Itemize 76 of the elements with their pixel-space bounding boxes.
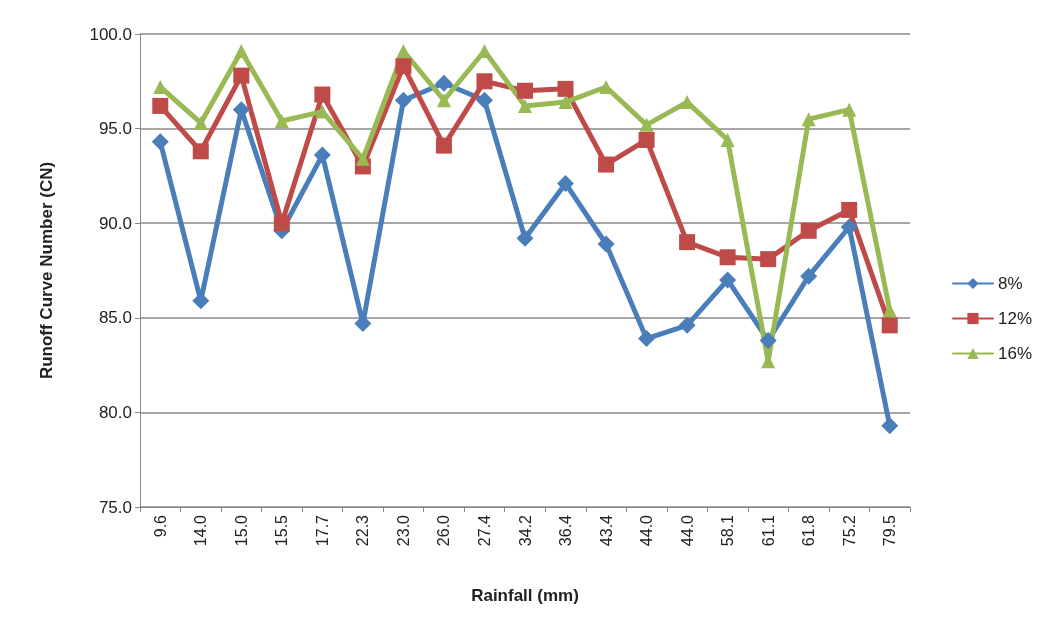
x-tick-label: 17.7 [313,514,331,547]
x-tick-label: 61.1 [759,514,777,547]
point [274,114,289,129]
legend-label: 12% [997,309,1033,328]
point [355,151,370,166]
point [518,98,532,113]
point [557,174,575,192]
y-tick-label: 95.0 [98,119,132,139]
point [841,201,858,218]
point [234,44,249,59]
point [679,234,696,251]
y-tick-label: 85.0 [98,308,132,328]
point [435,74,453,92]
point [273,215,290,232]
point [314,86,331,103]
point [151,133,169,151]
x-tick-label: 9.6 [151,514,169,538]
point [800,267,818,285]
point [435,137,452,154]
point [436,93,451,108]
x-tick-label: 43.4 [597,514,615,547]
point [557,80,574,97]
x-tick-label: 15.5 [273,514,291,547]
point [638,330,656,348]
point [678,316,696,334]
point [881,317,898,334]
point [152,97,169,114]
point [517,82,533,99]
x-tick-label: 15.0 [232,514,250,547]
point [516,229,534,247]
x-tick-label: 44.0 [638,514,656,547]
point [638,131,655,148]
point [192,143,209,160]
x-tick-label: 26.0 [435,514,453,547]
point [233,67,250,84]
point [193,115,208,130]
x-tick-label: 61.8 [800,514,818,547]
point [395,58,412,75]
point [759,332,777,349]
x-tick-label: 22.3 [354,514,372,547]
y-tick-label: 90.0 [98,213,132,233]
x-tick-label: 27.4 [475,514,493,547]
x-tick-label: 75.2 [840,514,858,547]
y-axis-title: Runoff Curve Number (CN) [37,161,56,380]
point [840,218,858,236]
point [477,44,492,59]
point [842,102,857,117]
x-axis-title: Rainfall (mm) [471,586,579,605]
x-tick-label: 44.0 [678,514,696,547]
point [396,44,411,59]
point [598,156,615,173]
point [800,222,817,239]
y-tick-label: 100.0 [89,24,132,44]
point [476,73,493,90]
y-tick-label: 80.0 [98,402,132,422]
point [719,249,736,266]
point [558,95,573,110]
point [639,117,654,132]
point [881,417,899,435]
x-tick-label: 23.0 [394,514,412,547]
legend-label: 8% [997,274,1023,293]
point [475,91,493,109]
x-tick-label: 36.4 [557,514,575,547]
point [597,235,615,253]
y-tick-label: 75.0 [98,497,132,517]
point [313,146,331,164]
x-tick-label: 34.2 [516,514,534,547]
point [394,91,412,109]
legend-label: 16% [997,344,1033,363]
x-tick-label: 14.0 [192,514,210,547]
point [801,112,816,127]
x-tick-label: 58.1 [719,514,737,547]
point [720,132,735,147]
x-tick-label: 79.5 [881,514,899,547]
point [760,251,777,268]
point [719,271,737,289]
